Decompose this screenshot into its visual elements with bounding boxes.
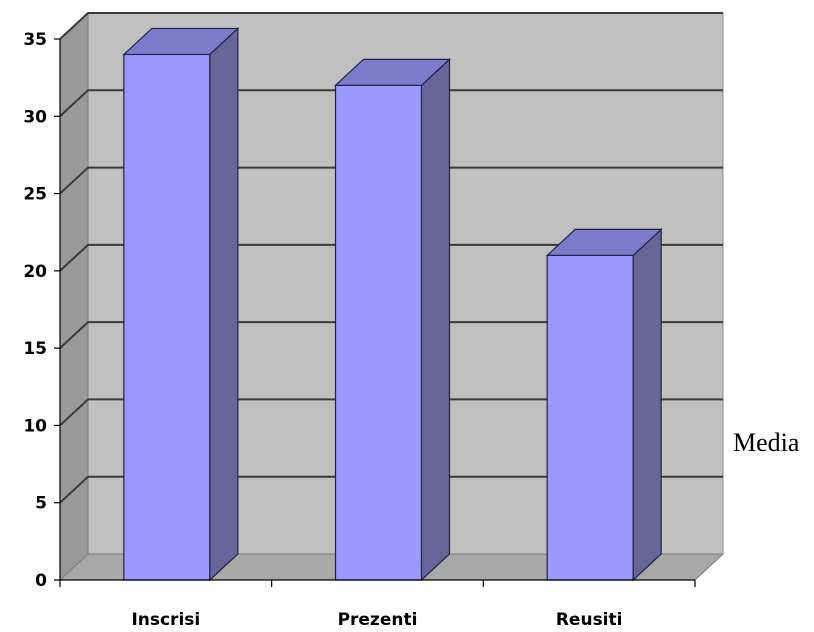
gridline xyxy=(59,243,723,272)
bar xyxy=(545,228,663,582)
bar-front xyxy=(546,254,634,581)
gridline xyxy=(59,89,723,118)
bar-side xyxy=(209,27,239,582)
bar-top xyxy=(122,27,240,56)
bar xyxy=(122,27,240,582)
x-category-label: Prezenti xyxy=(338,610,418,630)
side-wall xyxy=(59,11,89,582)
bar-side xyxy=(632,228,662,582)
y-tick-label: 15 xyxy=(23,339,47,359)
legend-entry: Media xyxy=(733,428,800,457)
gridline xyxy=(59,12,723,40)
chart-legend: Media xyxy=(733,428,800,457)
gridline xyxy=(59,475,723,504)
x-axis-categories: Inscrisi Prezenti Reusiti xyxy=(131,610,622,630)
y-tick-label: 25 xyxy=(23,185,47,205)
gridline xyxy=(59,166,723,195)
x-category-label: Inscrisi xyxy=(131,610,200,630)
chart-gridlines xyxy=(59,12,723,504)
bar xyxy=(333,57,452,582)
gridline xyxy=(59,321,723,349)
y-tick-label: 0 xyxy=(35,571,47,591)
bar-side xyxy=(420,57,451,582)
y-tick-label: 35 xyxy=(23,30,47,50)
bar-front xyxy=(334,84,423,581)
y-axis-ticks: 0 5 10 15 20 25 30 35 xyxy=(23,30,60,591)
y-tick-label: 10 xyxy=(23,416,47,436)
y-tick-label: 30 xyxy=(23,107,47,127)
bar-top xyxy=(545,228,663,256)
bar-top xyxy=(333,58,452,86)
x-category-label: Reusiti xyxy=(556,610,623,630)
y-tick-label: 20 xyxy=(23,262,47,282)
gridline xyxy=(59,398,723,427)
bar-front xyxy=(123,53,211,581)
chart-axes xyxy=(59,39,696,587)
y-tick-label: 5 xyxy=(35,494,47,514)
chart-bars xyxy=(122,27,663,582)
